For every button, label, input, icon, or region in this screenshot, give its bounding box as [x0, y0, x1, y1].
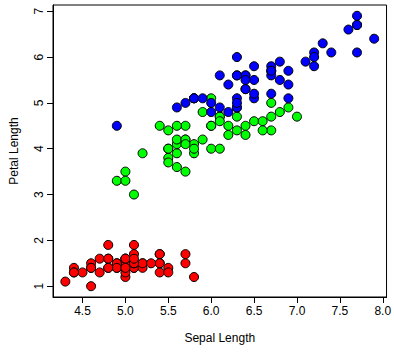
svg-text:7: 7	[32, 8, 46, 15]
svg-text:4.5: 4.5	[74, 304, 91, 318]
svg-text:6.0: 6.0	[203, 304, 220, 318]
svg-text:Sepal Length: Sepal Length	[184, 331, 255, 345]
svg-text:5: 5	[32, 99, 46, 106]
svg-text:7.5: 7.5	[332, 304, 349, 318]
svg-text:1: 1	[32, 283, 46, 290]
svg-text:6.5: 6.5	[246, 304, 263, 318]
svg-text:5.0: 5.0	[117, 304, 134, 318]
svg-text:2: 2	[32, 237, 46, 244]
svg-text:4: 4	[32, 145, 46, 152]
svg-text:Petal Length: Petal Length	[7, 117, 21, 184]
svg-text:8.0: 8.0	[374, 304, 391, 318]
svg-text:6: 6	[32, 53, 46, 60]
svg-text:5.5: 5.5	[160, 304, 177, 318]
svg-text:3: 3	[32, 191, 46, 198]
svg-text:7.0: 7.0	[289, 304, 306, 318]
